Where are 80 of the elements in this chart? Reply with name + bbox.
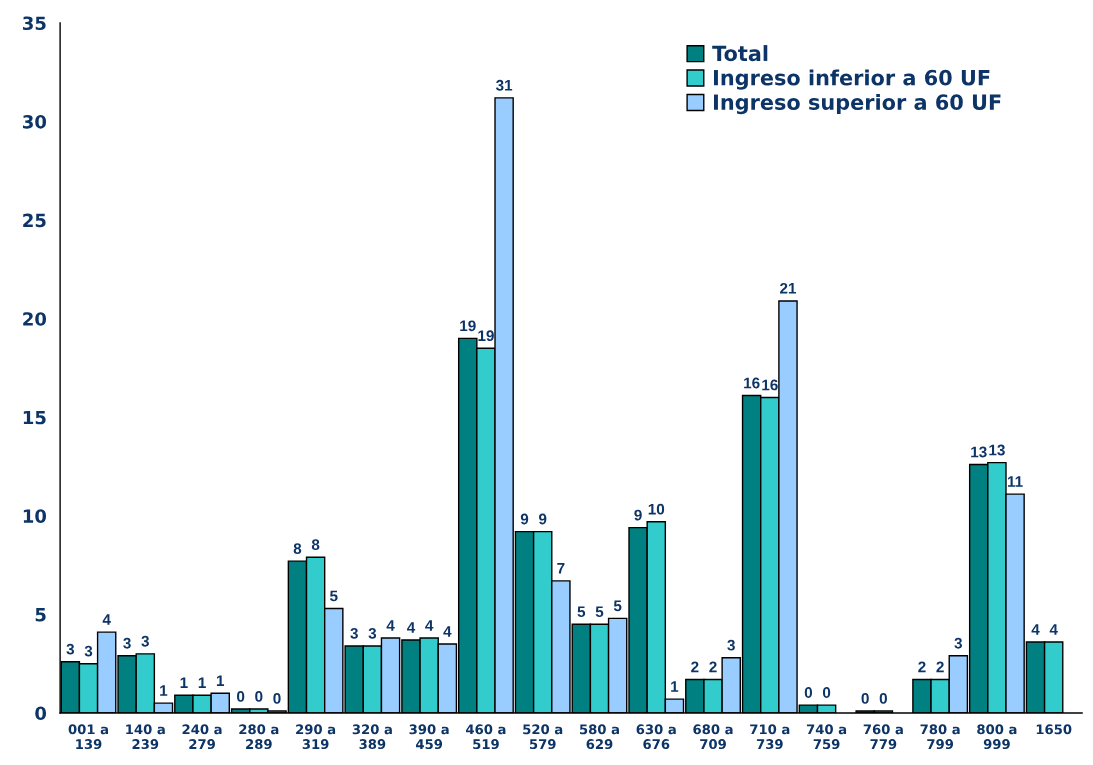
data-label: 0 [804,687,813,698]
x-tick-label: 800 a 999 [977,724,1017,750]
x-tick-label: 390 a 459 [409,724,449,750]
y-tick-label: 10 [23,509,47,523]
x-tick-label: 740 a 759 [806,724,847,750]
data-label: 3 [66,643,75,655]
data-label: 13 [971,446,987,458]
y-tick-label: 15 [23,410,46,425]
x-tick-label: 780 a 799 [920,724,960,750]
y-tick-label: 5 [35,608,46,622]
y-tick-label: 0 [35,706,47,721]
x-tick-label: 240 a 279 [182,724,222,750]
data-label: 19 [478,330,494,342]
data-label: 4 [1049,624,1058,635]
data-label: 16 [762,379,778,391]
x-tick-label: 290 a 319 [296,724,336,750]
data-label: 2 [918,661,926,673]
data-label: 5 [613,600,622,612]
y-tick-label: 25 [23,213,46,228]
data-label: 0 [861,693,869,704]
data-label: 1 [160,685,168,696]
data-label: 16 [744,377,760,389]
x-tick-label: 320 a 389 [352,724,392,750]
data-label: 5 [329,590,338,602]
data-label: 2 [709,661,717,673]
data-label: 10 [648,503,665,515]
data-label: 1 [198,677,206,688]
data-label: 8 [293,543,302,554]
data-label: 5 [577,606,586,618]
data-label: 13 [989,444,1005,456]
x-tick-label: 680 a 709 [693,724,733,750]
x-tick-label: 280 a 289 [239,724,279,750]
data-label: 4 [425,620,434,631]
x-tick-label: 520 a 579 [523,724,563,750]
data-label: 3 [84,645,93,657]
data-label: 8 [311,539,320,551]
x-tick-label: 710 a 739 [750,724,790,750]
data-label: 3 [350,627,358,639]
x-tick-label: 580 a 629 [579,724,619,750]
data-label: 1 [216,675,225,686]
data-label: 21 [780,282,797,294]
y-tick-label: 30 [23,114,47,129]
data-label: 0 [273,693,281,704]
data-label: 19 [460,320,476,332]
data-label: 11 [1007,476,1023,487]
data-label: 31 [495,79,513,91]
data-label: 9 [634,509,642,521]
data-label: 0 [879,693,887,704]
data-label: 1 [180,677,188,688]
data-label: 9 [520,513,529,525]
data-label: 4 [386,620,395,631]
data-label: 2 [936,661,944,673]
data-label: 5 [595,606,604,618]
data-label: 2 [691,661,699,673]
data-label: 0 [822,687,831,698]
data-label: 0 [237,691,245,702]
y-tick-label: 35 [23,16,46,31]
legend-label: Ingreso inferior a 60 UF [714,69,990,90]
y-tick-label: 20 [23,312,47,326]
data-label: 3 [727,639,735,651]
x-tick-label: 630 a 676 [636,724,676,750]
x-tick-label: 1650 [1036,724,1072,735]
data-label: 4 [1031,624,1040,635]
x-tick-label: 001 a 139 [68,724,108,750]
data-label: 3 [368,627,377,639]
data-label: 7 [557,563,565,574]
data-label: 3 [141,635,149,647]
legend-label: Total [712,45,768,62]
data-label: 4 [102,614,111,625]
data-label: 4 [443,626,452,637]
legend-label: Ingreso superior a 60 UF [714,93,1001,115]
data-label: 9 [538,513,547,525]
data-label: 0 [255,691,263,702]
x-tick-label: 140 a 239 [126,724,165,750]
data-label: 1 [671,681,679,692]
data-label: 3 [954,637,962,649]
data-label: 4 [406,622,416,633]
x-tick-label: 460 a 519 [466,724,506,750]
x-tick-label: 760 a 779 [863,724,903,750]
data-label: 3 [123,637,131,649]
